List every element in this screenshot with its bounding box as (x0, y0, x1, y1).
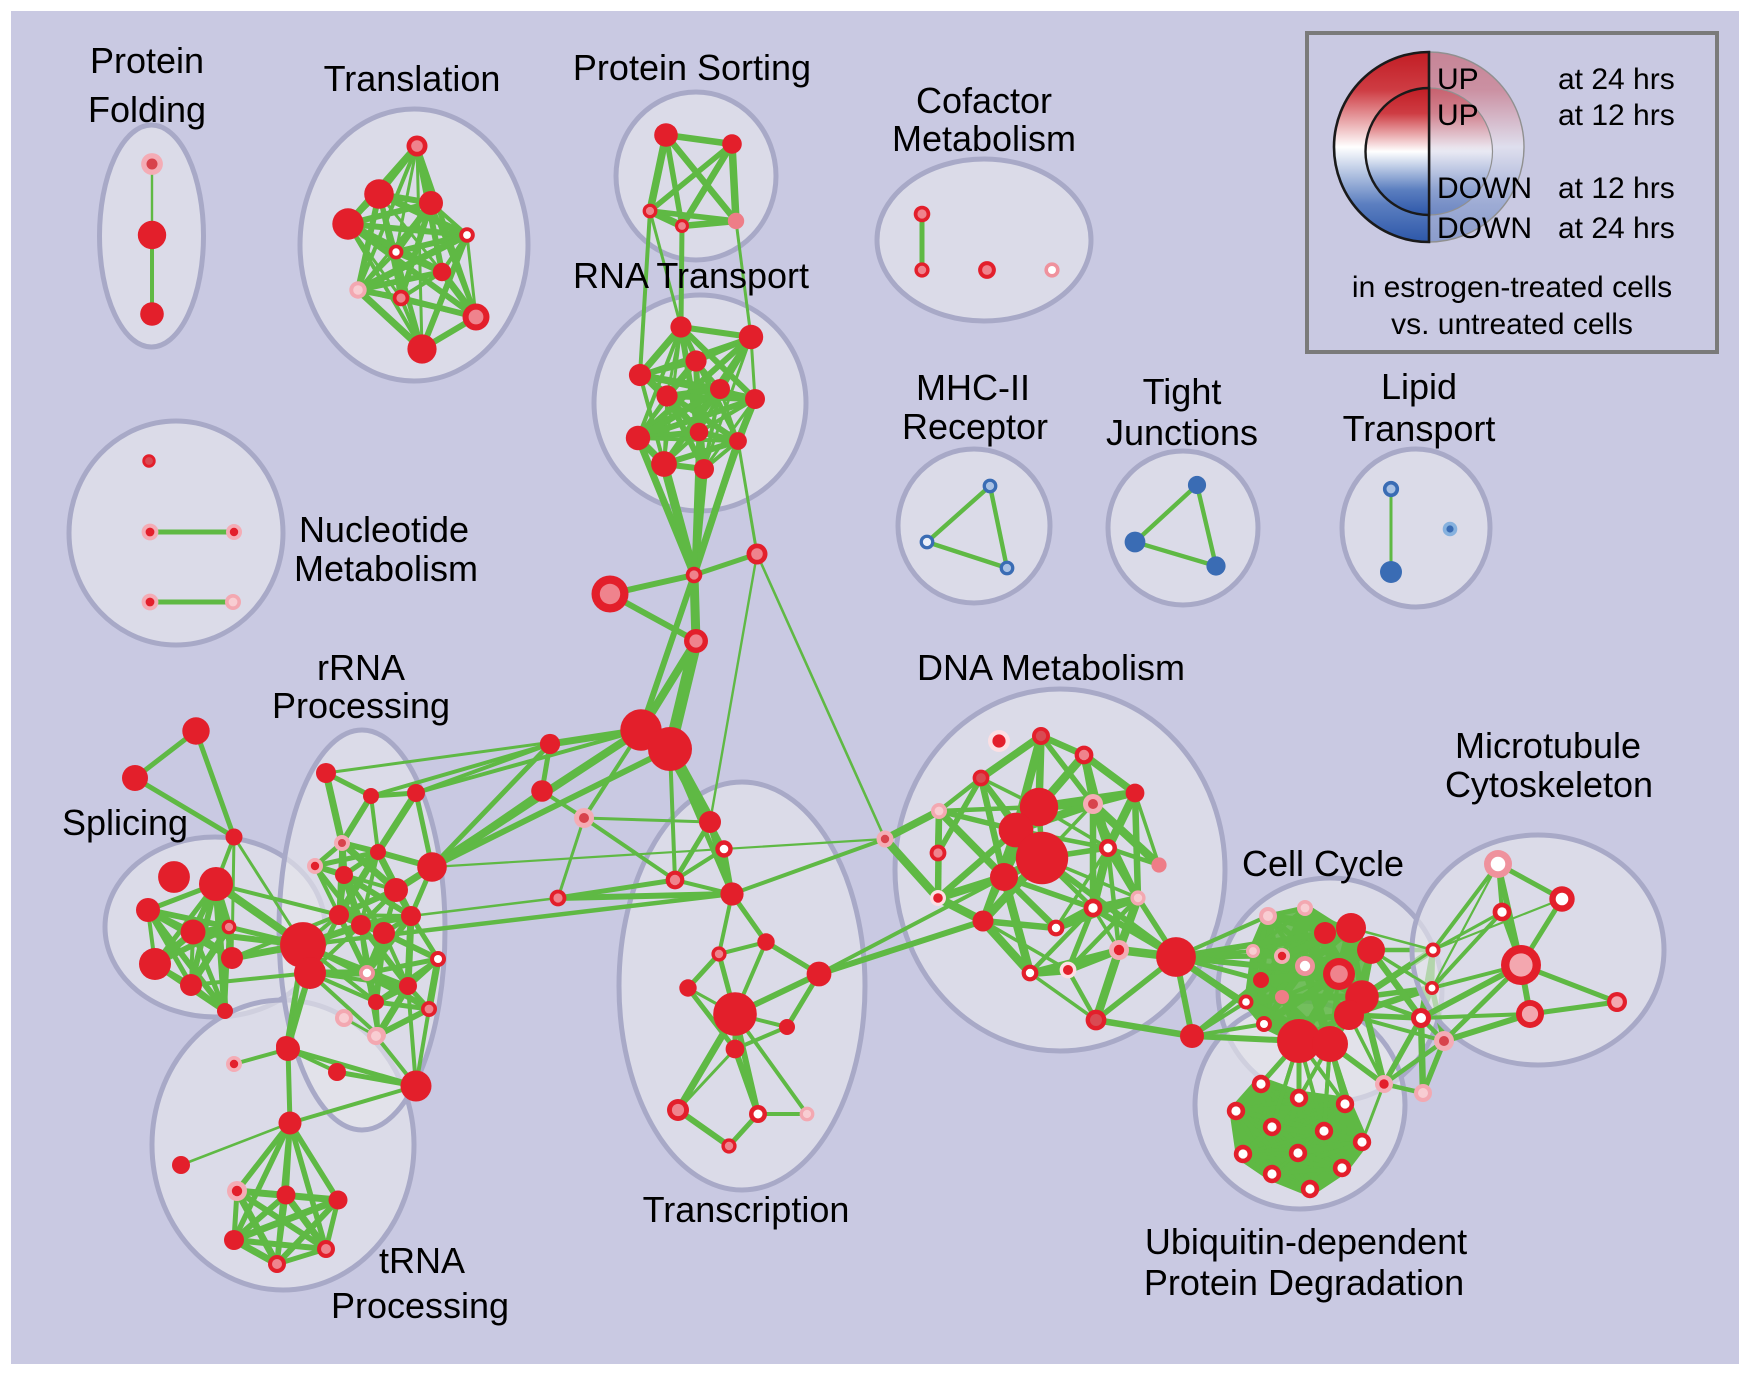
svg-text:Microtubule: Microtubule (1455, 725, 1641, 766)
svg-text:Transcription: Transcription (643, 1189, 850, 1230)
svg-text:Lipid: Lipid (1381, 366, 1457, 407)
svg-text:Cofactor: Cofactor (916, 80, 1052, 121)
svg-text:vs. untreated cells: vs. untreated cells (1391, 308, 1633, 341)
svg-text:UP: UP (1437, 63, 1479, 96)
svg-text:UP: UP (1437, 99, 1479, 132)
svg-text:Translation: Translation (324, 58, 501, 99)
svg-text:Receptor: Receptor (902, 406, 1048, 447)
svg-text:DOWN: DOWN (1437, 172, 1532, 205)
svg-text:Transport: Transport (1343, 408, 1496, 449)
svg-text:Nucleotide: Nucleotide (299, 509, 469, 550)
svg-text:in estrogen-treated cells: in estrogen-treated cells (1352, 271, 1672, 304)
svg-text:Protein Degradation: Protein Degradation (1144, 1262, 1464, 1303)
svg-text:DOWN: DOWN (1437, 212, 1532, 245)
svg-text:Protein: Protein (90, 40, 204, 81)
svg-text:Folding: Folding (88, 89, 206, 130)
svg-text:Processing: Processing (272, 685, 450, 726)
svg-text:at 24 hrs: at 24 hrs (1558, 212, 1675, 245)
svg-text:Cytoskeleton: Cytoskeleton (1445, 764, 1653, 805)
svg-text:Protein Sorting: Protein Sorting (573, 47, 811, 88)
svg-text:at 12 hrs: at 12 hrs (1558, 99, 1675, 132)
svg-text:Junctions: Junctions (1106, 412, 1258, 453)
svg-text:Processing: Processing (331, 1285, 509, 1326)
svg-text:RNA Transport: RNA Transport (573, 255, 809, 296)
svg-text:Ubiquitin-dependent: Ubiquitin-dependent (1145, 1221, 1467, 1262)
svg-text:Metabolism: Metabolism (892, 118, 1076, 159)
svg-text:Splicing: Splicing (62, 802, 188, 843)
svg-text:MHC-II: MHC-II (916, 367, 1030, 408)
svg-text:tRNA: tRNA (379, 1240, 465, 1281)
svg-text:Metabolism: Metabolism (294, 548, 478, 589)
svg-text:rRNA: rRNA (317, 647, 405, 688)
svg-text:Tight: Tight (1143, 371, 1222, 412)
svg-text:at 24 hrs: at 24 hrs (1558, 63, 1675, 96)
svg-text:Cell Cycle: Cell Cycle (1242, 843, 1404, 884)
svg-text:at 12 hrs: at 12 hrs (1558, 172, 1675, 205)
svg-text:DNA Metabolism: DNA Metabolism (917, 647, 1185, 688)
